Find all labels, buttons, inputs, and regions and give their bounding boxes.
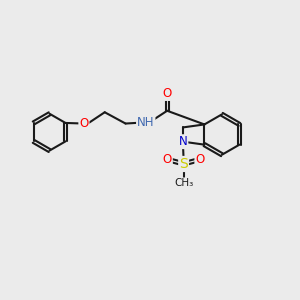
Text: O: O xyxy=(195,153,205,166)
Text: N: N xyxy=(178,135,188,148)
Text: CH₃: CH₃ xyxy=(174,178,193,188)
Text: O: O xyxy=(163,153,172,166)
Text: S: S xyxy=(179,157,188,171)
Text: NH: NH xyxy=(137,116,154,129)
Text: O: O xyxy=(163,87,172,100)
Text: O: O xyxy=(79,117,88,130)
